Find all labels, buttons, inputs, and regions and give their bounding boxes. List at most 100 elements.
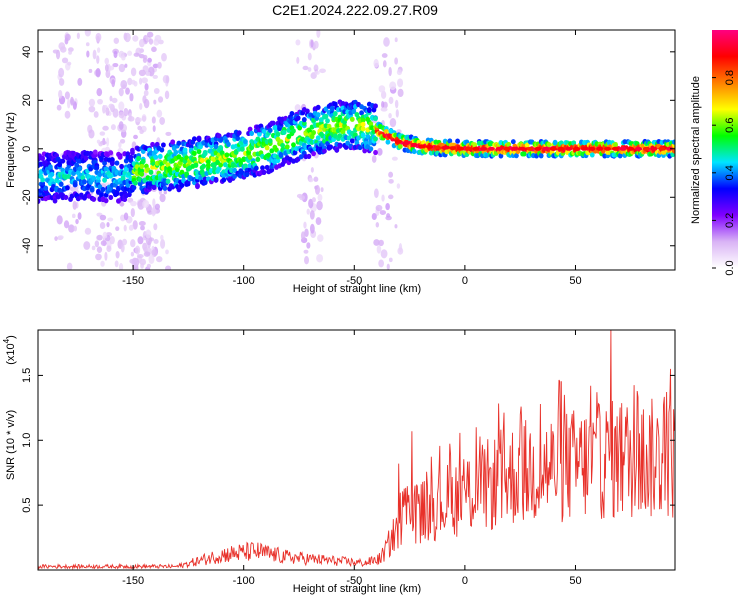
spectrogram-cell <box>538 153 544 159</box>
spectrogram-cell <box>97 98 103 105</box>
spectrogram-cell <box>73 225 78 232</box>
spectrogram-cell <box>371 155 377 163</box>
spectrogram-cell <box>299 194 305 201</box>
spectrogram-cell <box>104 57 109 65</box>
spectrogram-cell <box>57 235 64 240</box>
spectrogram-cell <box>196 136 202 143</box>
spectrogram-cell <box>143 89 149 97</box>
spectrogram-cell <box>418 144 426 149</box>
spectrogram-cell <box>135 117 142 123</box>
spectrogram-cell <box>120 243 125 253</box>
y-tick-label: -20 <box>21 189 33 205</box>
spectrogram-cell <box>642 146 650 151</box>
spectrogram-cell <box>202 179 208 186</box>
spectrogram-cell <box>306 242 311 249</box>
spectrogram-cell <box>143 98 150 109</box>
spectrogram-cell <box>472 142 478 148</box>
spectrogram-cell <box>139 171 145 177</box>
spectrogram-cell <box>503 146 511 151</box>
spectrogram-cell <box>202 149 208 156</box>
spectrogram-cell <box>146 263 152 269</box>
snr-panel: -150 -100 -50 0 50 0.5 1.0 1.5 Height of strai… <box>2 329 676 595</box>
spectrogram-cell <box>128 154 134 160</box>
spectrogram-cell <box>64 110 71 119</box>
spectrogram-cell <box>464 146 472 151</box>
spectrogram-cell <box>111 97 118 103</box>
y-tick-label: 1.0 <box>21 433 33 448</box>
spectrogram-cell <box>498 153 504 159</box>
spectrogram-cell <box>129 93 134 102</box>
snr-y-ticks: 0.5 1.0 1.5 <box>21 368 675 513</box>
spectrogram-cell <box>106 245 112 253</box>
x-tick-label: -100 <box>233 575 255 587</box>
spectrogram-cell <box>78 192 84 198</box>
spectrogram-cell <box>334 147 340 153</box>
spectrogram-cell <box>139 102 143 110</box>
spectrogram-cell <box>396 183 401 189</box>
spectrogram-cell <box>106 221 110 228</box>
spectrogram-cell <box>91 196 97 202</box>
spectrogram-cell <box>375 204 383 212</box>
spectrogram-cell <box>388 113 392 119</box>
spectrogram-cell <box>60 158 66 164</box>
spectrogram-cell <box>130 207 135 218</box>
spectrogram-cell <box>349 138 355 144</box>
spectrogram-cell <box>156 109 163 118</box>
spectrogram-y-ticks: -40 -20 0 20 40 <box>21 46 675 254</box>
spectrogram-cell <box>280 142 286 149</box>
spectrogram-x-ticks: -150 -100 -50 0 50 <box>122 30 582 287</box>
spectrogram-cell <box>154 34 162 42</box>
spectrogram-cell <box>165 75 170 84</box>
y-tick-label: 1.5 <box>21 368 33 383</box>
spectrogram-cell <box>213 144 219 150</box>
spectrogram-cell <box>138 38 145 48</box>
spectrogram-cell <box>182 147 188 153</box>
spectrogram-cell <box>226 141 231 147</box>
spectrogram-cell <box>109 236 115 245</box>
spectrogram-cell <box>378 239 384 247</box>
spectrogram-cell <box>360 121 366 127</box>
spectrogram-cell <box>249 130 255 136</box>
spectrogram-cell <box>131 79 136 85</box>
spectrogram-cell <box>308 177 314 183</box>
spectrogram-cell <box>146 31 154 38</box>
spectrogram-cell <box>123 212 129 221</box>
colorbar-tick-label: 0.0 <box>724 260 736 275</box>
spectrogram-cell <box>57 162 63 168</box>
spectrogram-cell <box>140 158 146 164</box>
spectrogram-cell <box>118 63 126 73</box>
spectrogram-cell <box>274 147 279 153</box>
spectrogram-cell <box>160 238 166 249</box>
spectrogram-cell <box>133 52 140 57</box>
spectrogram-cell <box>313 64 319 72</box>
spectrogram-cell <box>300 231 306 241</box>
spectrogram-cell <box>119 138 126 144</box>
spectrogram-cell <box>109 160 115 167</box>
spectrogram-cell <box>658 146 666 151</box>
spectrogram-cell <box>96 55 100 64</box>
spectrogram-cell <box>388 66 392 77</box>
spectrogram-cell <box>244 171 250 178</box>
spectrogram-cell <box>139 77 143 85</box>
x-tick-label: 50 <box>569 275 581 287</box>
snr-multiplier: (x104) <box>2 335 17 365</box>
spectrogram-cell <box>102 231 108 239</box>
spectrogram-cell <box>167 166 173 172</box>
spectrogram-cell <box>95 253 102 261</box>
spectrogram-cell <box>441 145 449 150</box>
spectrogram-cell <box>309 223 315 234</box>
spectrogram-cell <box>61 57 69 64</box>
spectrogram-cell <box>100 240 107 246</box>
spectrogram-cell <box>264 164 270 171</box>
spectrogram-cell <box>373 115 378 122</box>
spectrogram-cell <box>260 165 265 171</box>
spectrogram-cell <box>480 146 488 151</box>
spectrogram-cell <box>95 32 102 42</box>
spectrogram-cell <box>627 146 635 151</box>
spectrogram-cell <box>304 256 310 265</box>
spectrogram-cell <box>270 120 276 126</box>
spectrogram-cell <box>224 152 230 158</box>
spectrogram-cell <box>110 124 116 131</box>
spectrogram-cell <box>375 222 380 228</box>
spectrogram-cell <box>301 117 307 123</box>
